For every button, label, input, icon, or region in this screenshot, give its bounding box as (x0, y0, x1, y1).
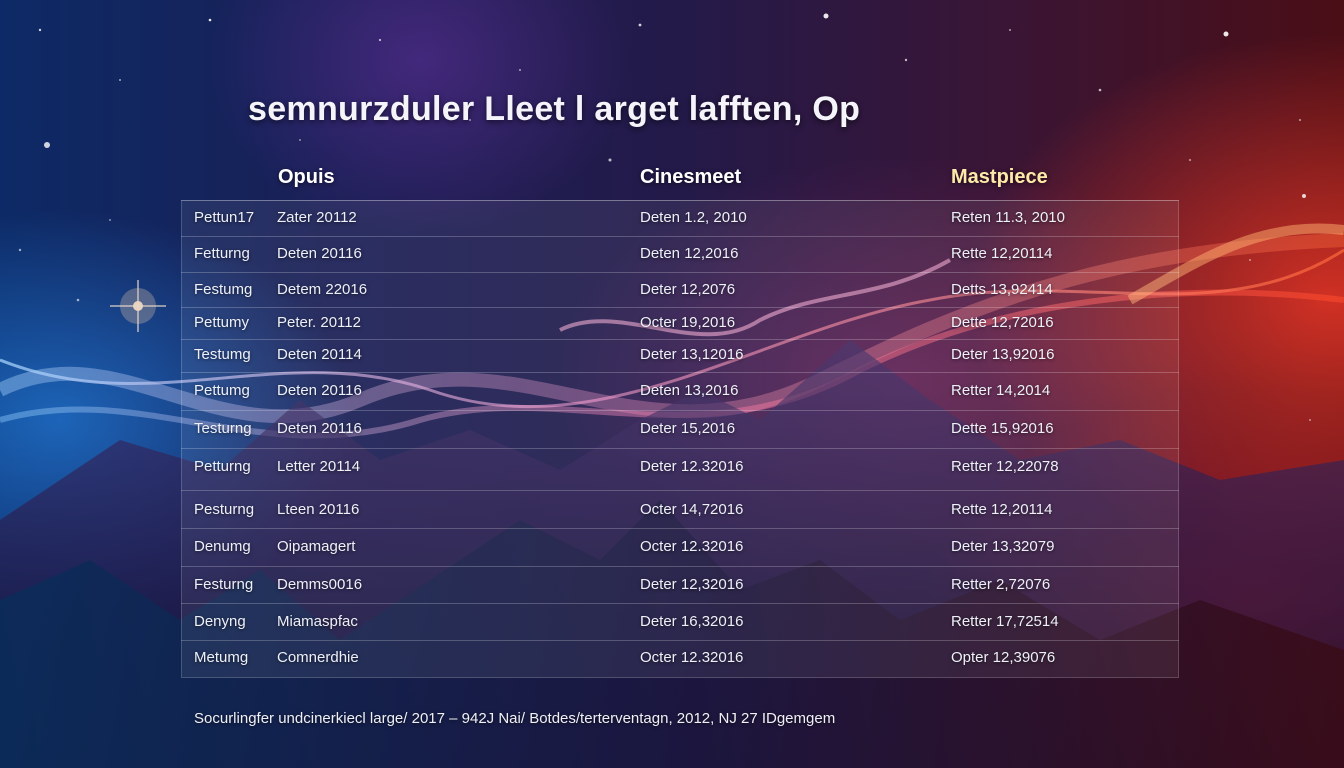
table-row: Metumg Comnerdhie Octer 12.32016 Opter 12,3… (181, 640, 1179, 666)
cell-cinesmeet: Deter 13,12016 (640, 346, 744, 363)
cell-cinesmeet: Deter 12.32016 (640, 458, 744, 475)
table-row: Festumg Detem 22016 Deter 12,2076 Detts 13,… (181, 272, 1179, 298)
table-row: Fetturng Deten 20116 Deten 12,2016 Rette 12… (181, 236, 1179, 262)
cell-opus: Letter 20114 (277, 458, 361, 475)
cell-masterpiece: Reten 11.3, 2010 (951, 209, 1065, 226)
row-label: Festurng (194, 576, 254, 593)
row-label: Metumg (194, 649, 249, 666)
cell-opus: Zater 20112 (277, 209, 357, 226)
cell-masterpiece: Detts 13,92414 (951, 281, 1053, 298)
row-divider (181, 528, 1179, 529)
cell-opus: Oipamagert (277, 538, 356, 555)
cell-cinesmeet: Octer 14,72016 (640, 501, 744, 518)
cell-cinesmeet: Deter 16,32016 (640, 613, 744, 630)
cell-masterpiece: Dette 15,92016 (951, 420, 1054, 437)
cell-masterpiece: Deter 13,32079 (951, 538, 1055, 555)
column-header-cinesmeet: Cinesmeet (640, 166, 742, 188)
row-divider (181, 448, 1179, 449)
row-divider (181, 307, 1179, 308)
row-label: Denumg (194, 538, 251, 555)
row-divider (181, 272, 1179, 273)
row-divider (181, 200, 1179, 201)
cell-masterpiece: Rette 12,20114 (951, 501, 1053, 518)
row-label: Petturng (194, 458, 251, 475)
cell-opus: Detem 22016 (277, 281, 368, 298)
cell-opus: Peter. 20112 (277, 314, 361, 331)
row-label: Denyng (194, 613, 246, 630)
row-label: Pettumy (194, 314, 250, 331)
bright-star (110, 280, 166, 332)
row-label: Pesturng (194, 501, 255, 518)
table-row: Pettumg Deten 20116 Deten 13,2016 Retter 14… (181, 372, 1179, 399)
table-row: Testurng Deten 20116 Deter 15,2016 Dette 15… (181, 410, 1179, 437)
cell-cinesmeet: Deten 13,2016 (640, 382, 739, 399)
column-header-opus: Opuis (278, 166, 335, 188)
energy-wisps (0, 223, 1344, 439)
cell-masterpiece: Opter 12,39076 (951, 649, 1056, 666)
cell-opus: Deten 20116 (277, 382, 362, 399)
cell-cinesmeet: Deter 15,2016 (640, 420, 736, 437)
cell-masterpiece: Rette 12,20114 (951, 245, 1053, 262)
table-row: Pettun17 Zater 20112 Deten 1.2, 2010 Reten … (181, 200, 1179, 226)
row-divider (181, 640, 1179, 641)
page-title: semnurzduler Lleet l arget lafften, Op (248, 90, 861, 128)
row-divider (181, 339, 1179, 340)
table-row: Pesturng Lteen 20116 Octer 14,72016 Rette 1… (181, 490, 1179, 518)
cell-cinesmeet: Octer 12.32016 (640, 538, 744, 555)
row-divider (181, 410, 1179, 411)
table-row: Denumg Oipamagert Octer 12.32016 Deter 13,3… (181, 528, 1179, 555)
row-divider (181, 566, 1179, 567)
cell-opus: Deten 20116 (277, 245, 362, 262)
cell-opus: Deten 20114 (277, 346, 362, 363)
cell-opus: Miamaspfac (277, 613, 358, 630)
cell-masterpiece: Retter 2,72076 (951, 576, 1051, 593)
row-label: Pettun17 (194, 209, 255, 226)
cell-opus: Comnerdhie (277, 649, 359, 666)
table-row: Petturng Letter 20114 Deter 12.32016 Retter… (181, 448, 1179, 475)
cell-masterpiece: Retter 12,22078 (951, 458, 1059, 475)
data-table (181, 200, 1179, 678)
row-divider (181, 603, 1179, 604)
table-row: Pettumy Peter. 20112 Octer 19,2016 Dette 12… (181, 307, 1179, 331)
cell-cinesmeet: Deter 12,2076 (640, 281, 736, 298)
cell-cinesmeet: Octer 12.32016 (640, 649, 744, 666)
cell-cinesmeet: Deten 1.2, 2010 (640, 209, 747, 226)
table-row: Denyng Miamaspfac Deter 16,32016 Retter 17,… (181, 603, 1179, 630)
star-field (18, 13, 1311, 421)
cell-cinesmeet: Octer 19,2016 (640, 314, 736, 331)
cell-masterpiece: Dette 12,72016 (951, 314, 1054, 331)
cell-masterpiece: Retter 14,2014 (951, 382, 1051, 399)
mountain-range-front (0, 500, 1344, 768)
cell-masterpiece: Deter 13,92016 (951, 346, 1055, 363)
row-label: Pettumg (194, 382, 250, 399)
table-row: Festurng Demms0016 Deter 12,32016 Retter 2,… (181, 566, 1179, 593)
cell-opus: Lteen 20116 (277, 501, 360, 518)
row-divider (181, 236, 1179, 237)
row-label: Testumg (194, 346, 251, 363)
cell-opus: Demms0016 (277, 576, 363, 593)
cell-cinesmeet: Deter 12,32016 (640, 576, 744, 593)
cell-masterpiece: Retter 17,72514 (951, 613, 1059, 630)
row-label: Fetturng (194, 245, 250, 262)
cell-cinesmeet: Deten 12,2016 (640, 245, 739, 262)
footer-caption: Socurlingfer undcinerkiecl large/ 2017 –… (194, 710, 836, 727)
cell-opus: Deten 20116 (277, 420, 362, 437)
row-label: Festumg (194, 281, 253, 298)
table-row: Testumg Deten 20114 Deter 13,12016 Deter 13… (181, 339, 1179, 363)
row-divider (181, 372, 1179, 373)
row-divider (181, 490, 1179, 491)
column-header-masterpiece: Mastpiece (951, 166, 1048, 188)
row-label: Testurng (194, 420, 252, 437)
